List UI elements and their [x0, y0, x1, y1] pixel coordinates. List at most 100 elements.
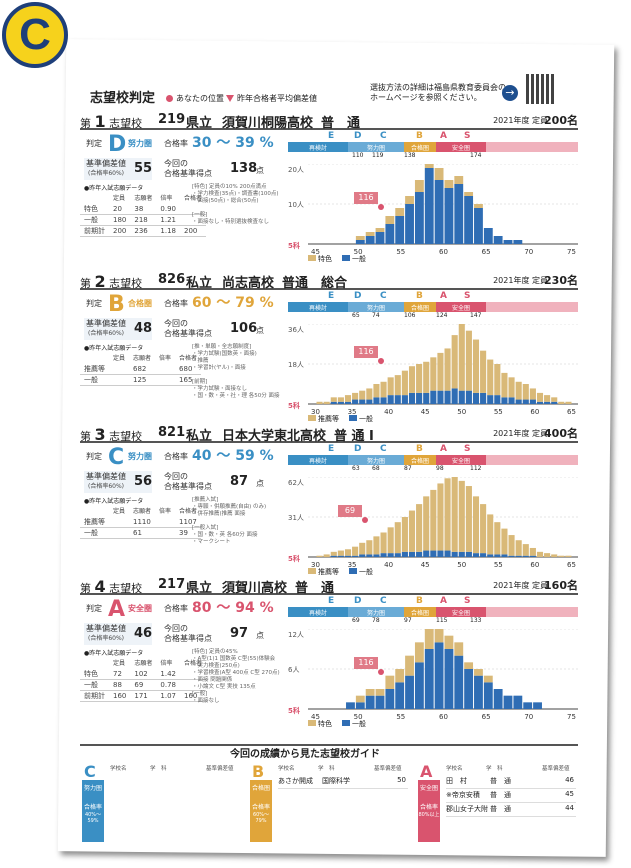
guide-col-course: 学 科 [486, 766, 503, 772]
bar-top [416, 504, 423, 552]
zone-tick: 87 [404, 465, 412, 472]
zone-letter: E [328, 131, 335, 141]
table-row: 推薦等 682 680 [80, 364, 202, 375]
hantei-label: 判定 [86, 299, 102, 308]
zone-band-label: 努力圏 [366, 145, 385, 152]
bar-top [344, 395, 352, 402]
judgement-row: 判定 D 努力圏 合格率 30 〜 39 % [80, 134, 280, 156]
bar-base [536, 401, 544, 404]
bar-top [387, 377, 394, 396]
table-cell: 102 [134, 670, 148, 678]
zone-letter: A [440, 596, 447, 606]
zone-band: 安全圏 [436, 607, 486, 617]
bar-top [551, 554, 558, 557]
table-cell: 20 [113, 205, 122, 213]
judgement-row: 判定 A 安全圏 合格率 80 〜 94 % [80, 599, 280, 621]
bar-top [414, 180, 424, 192]
guide-course: 国際科学 [322, 777, 350, 785]
zone-letter: E [328, 444, 335, 454]
bar-base [454, 655, 464, 709]
zone-letter: A [440, 444, 447, 454]
bar-base [330, 401, 337, 404]
past-header: 定員 志願者 倍率 合格者 [80, 194, 206, 204]
bar-base [483, 682, 493, 709]
bar-top [424, 629, 434, 649]
bar-base [503, 240, 513, 244]
bar-base [359, 399, 366, 404]
table-cell: 前期計 [84, 227, 105, 235]
bar-base [401, 551, 408, 557]
chart-legend: 推薦等 一般 [308, 414, 373, 424]
bar-top [365, 689, 375, 696]
school-section-1: 第 1 志望校 219 県立 須賀川桐陽高校普 通 2021年度 定員 200名 判定 D 努力… [80, 110, 600, 263]
legend-top-label: 特色 [318, 720, 332, 728]
guide-col-kijun: 基準偏差値 [206, 766, 234, 772]
x-tick-label: 50 [457, 561, 466, 569]
arrow-right-icon[interactable]: → [502, 85, 518, 101]
school-name: 日本大学東北高校 [222, 429, 327, 444]
konkai-label: 今回の [164, 624, 188, 633]
past-col: 志願者 [134, 660, 153, 667]
past-header: 定員 志願者 倍率 合格者 [80, 354, 201, 364]
x-tick-label: 45 [421, 408, 430, 416]
score-unit: 点 [256, 166, 264, 175]
kijun-value: 55 [134, 161, 153, 176]
no-suffix: 志望校 [105, 430, 143, 443]
bar-base [344, 401, 352, 404]
table-cell: 88 [113, 681, 122, 689]
no-value: 3 [94, 425, 106, 444]
bar-base [394, 395, 401, 404]
my-score-value: 116 [358, 347, 374, 356]
exam-notes: [推薦入試] ・専願・併願推薦(自由) のみ) ・併存推薦(推薦 面接 [一般入… [192, 497, 267, 545]
guide-block-C: C 努力圏 合格率 40%〜59% 学校名学 科基準偏差値 [82, 760, 242, 850]
kijun-box [84, 471, 152, 493]
table-row: 一般 88 69 0.78 [80, 680, 206, 691]
school-code: 217 [158, 577, 186, 592]
x-tick-label: 50 [354, 248, 363, 256]
bar-top [558, 401, 565, 404]
zone-tick: 133 [470, 617, 482, 624]
x-tick-label: 45 [311, 248, 320, 256]
bar-top [395, 669, 405, 683]
table-cell [155, 517, 175, 528]
guide-col-school: 学校名 [110, 766, 127, 772]
bar-top [515, 381, 522, 400]
zone-tick: 78 [372, 617, 380, 624]
capacity: 160名 [544, 579, 578, 592]
bar-base [444, 550, 451, 557]
table-cell: 1.21 [160, 216, 176, 224]
grade-letter: C [108, 445, 125, 470]
bar-top [423, 496, 430, 551]
past-col: 志願者 [133, 355, 152, 362]
table-cell [155, 375, 175, 386]
bar-base [480, 392, 487, 404]
qr-code[interactable] [526, 74, 556, 104]
legend-swatch-top [308, 255, 316, 261]
table-row: あさか開成 国際科学 50 [278, 776, 408, 789]
school-header: 第 2 志望校 826 私立 尚志高校 普通 総合 2021年度 定員 230名 [80, 270, 578, 291]
guide-col-kijun: 基準偏差値 [374, 766, 402, 772]
bar-base [544, 401, 551, 404]
bar-top [458, 324, 465, 391]
zone-band: 合格圏 [404, 455, 436, 465]
zone-band: 安全圏 [436, 302, 486, 312]
zone-tick: 63 [352, 465, 360, 472]
bar-base [385, 689, 395, 709]
grade-letter: B [108, 292, 125, 317]
bar-base [472, 553, 480, 557]
score-value: 87 [230, 474, 249, 489]
zone-tick: 98 [436, 465, 444, 472]
rate-value: 40 〜 59 % [192, 448, 274, 464]
guide-rate-label: 合格率 [419, 804, 438, 811]
my-score-marker: 69 [338, 505, 362, 517]
bar-base [508, 555, 515, 557]
five-subjects-label: 5科 [288, 241, 300, 250]
score-unit: 点 [256, 479, 264, 488]
guide-school: ※帝京安積 [446, 791, 480, 799]
bar-top [430, 489, 437, 551]
bar-base [352, 555, 359, 557]
past-col: 倍率 [159, 508, 172, 515]
bar-top [544, 553, 551, 557]
zone-band: 再検討 [288, 302, 348, 312]
bar-top [373, 384, 380, 398]
